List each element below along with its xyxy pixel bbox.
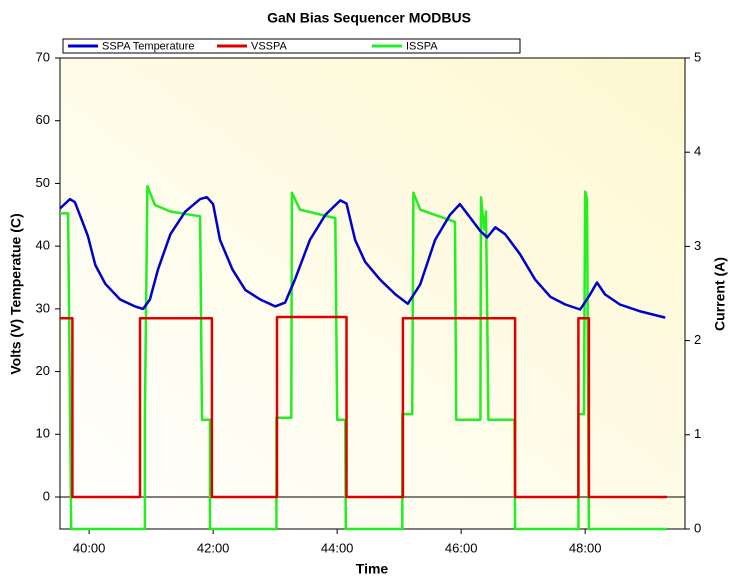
y-tick-label: 0 [43, 488, 50, 503]
y2-tick-label: 0 [694, 520, 701, 535]
x-tick-label: 48:00 [569, 540, 602, 555]
x-tick-label: 44:00 [321, 540, 354, 555]
x-tick-label: 40:00 [73, 540, 106, 555]
y2-tick-label: 4 [694, 144, 701, 159]
plot-area [59, 57, 686, 530]
legend-label: ISSPA [406, 40, 438, 52]
y-tick-label: 10 [36, 426, 50, 441]
series-line [59, 195, 666, 319]
y-tick-label: 60 [36, 112, 50, 127]
y-tick-label: 40 [36, 238, 50, 253]
y-axis-label: Volts (V) Temperatue (C) [8, 213, 24, 374]
legend [62, 38, 521, 54]
series-line [60, 184, 667, 531]
legend-label: VSSPA [251, 40, 288, 52]
series-line [60, 315, 667, 499]
y-tick-label: 50 [36, 175, 50, 190]
y-tick-label: 20 [36, 363, 50, 378]
y2-axis-label: Current (A) [712, 257, 728, 331]
x-axis-label: Time [356, 561, 389, 577]
y2-tick-label: 1 [694, 426, 701, 441]
chart-title: GaN Bias Sequencer MODBUS [267, 10, 471, 26]
y2-tick-label: 2 [694, 332, 701, 347]
x-tick-label: 42:00 [197, 540, 230, 555]
y2-tick-label: 3 [694, 238, 701, 253]
y2-tick-label: 5 [694, 49, 701, 64]
y-tick-label: 30 [36, 300, 50, 315]
x-tick-label: 46:00 [445, 540, 478, 555]
y-tick-label: 70 [36, 49, 50, 64]
legend-label: SSPA Temperature [102, 40, 195, 52]
